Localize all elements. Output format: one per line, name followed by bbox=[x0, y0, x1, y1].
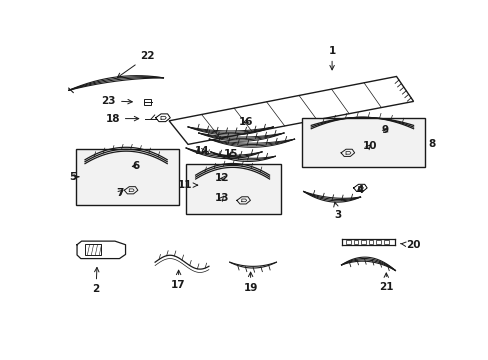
Text: 13: 13 bbox=[214, 193, 229, 203]
Text: 8: 8 bbox=[427, 139, 434, 149]
Text: 3: 3 bbox=[333, 202, 341, 220]
Text: 6: 6 bbox=[132, 161, 140, 171]
Text: 12: 12 bbox=[215, 174, 229, 184]
Text: 2: 2 bbox=[92, 267, 100, 294]
Bar bbox=[383, 240, 388, 244]
Text: 10: 10 bbox=[362, 141, 376, 151]
Bar bbox=[301, 118, 424, 167]
Text: 22: 22 bbox=[117, 51, 155, 77]
Text: 14: 14 bbox=[194, 146, 209, 156]
Bar bbox=[346, 240, 350, 244]
Text: 19: 19 bbox=[243, 272, 257, 293]
Text: 21: 21 bbox=[378, 273, 393, 292]
Text: 18: 18 bbox=[105, 114, 139, 123]
Bar bbox=[186, 164, 280, 214]
Text: 7: 7 bbox=[116, 188, 123, 198]
Bar bbox=[143, 99, 151, 105]
Text: 9: 9 bbox=[381, 125, 388, 135]
Text: 4: 4 bbox=[356, 185, 364, 194]
Bar bbox=[361, 240, 365, 244]
Bar bbox=[353, 240, 358, 244]
Bar bbox=[376, 240, 380, 244]
Text: 1: 1 bbox=[328, 46, 335, 70]
Text: 15: 15 bbox=[223, 149, 238, 159]
Text: 11: 11 bbox=[177, 180, 197, 190]
Text: 20: 20 bbox=[400, 240, 420, 250]
Bar bbox=[75, 149, 178, 205]
Bar bbox=[85, 244, 101, 255]
Bar bbox=[368, 240, 373, 244]
Text: 5: 5 bbox=[68, 172, 79, 182]
Text: 23: 23 bbox=[102, 96, 132, 106]
Text: 16: 16 bbox=[238, 117, 253, 127]
Text: 17: 17 bbox=[171, 270, 185, 290]
